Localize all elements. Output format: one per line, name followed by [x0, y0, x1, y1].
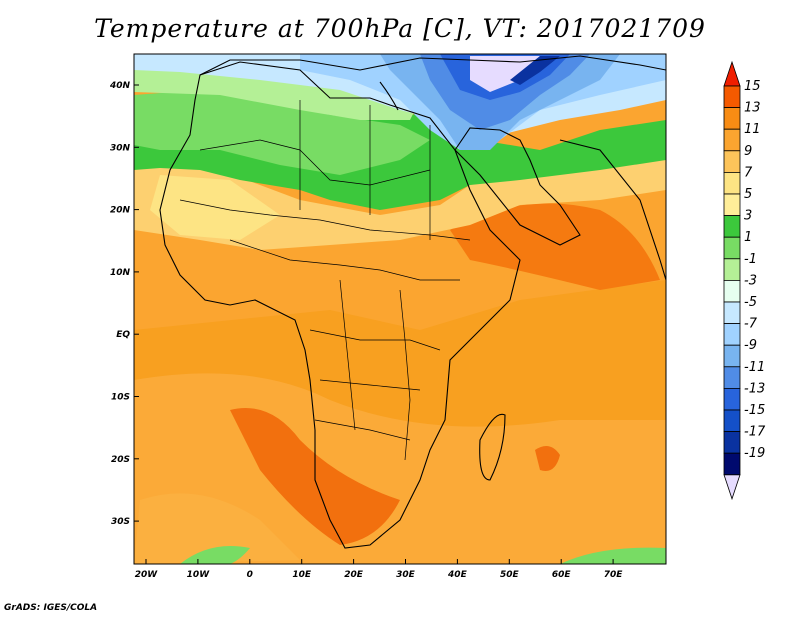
border-a — [199, 139, 431, 186]
field-coldest-patch — [470, 56, 540, 92]
field-south-atlantic — [134, 493, 300, 564]
grads-credit: GrADS: IGES/COLA — [4, 603, 98, 613]
colorbar-label: -1 — [744, 252, 757, 267]
colorbar-label: 13 — [744, 101, 761, 116]
field-madagascar-hot — [535, 446, 560, 471]
lon-label: 10E — [292, 570, 312, 580]
field-west-africa-pale — [150, 175, 280, 240]
border-e — [309, 329, 441, 441]
latitude-axis: 40N 30N 20N 10N EQ 10S 20S 30S — [109, 81, 139, 527]
lon-label: 70E — [604, 570, 624, 580]
field-arabia-warm — [450, 203, 660, 290]
colorbar-box — [723, 107, 741, 130]
colorbar-box — [723, 344, 741, 368]
colorbar-label: 7 — [744, 165, 753, 180]
colorbar-box — [723, 193, 741, 217]
lat-label: 10N — [110, 268, 131, 278]
colorbar-label: -9 — [744, 338, 757, 353]
colorbar-label: -19 — [744, 446, 765, 461]
country-borders — [179, 100, 471, 461]
colorbar-label: 15 — [744, 79, 761, 94]
lon-label: 20E — [344, 570, 364, 580]
greece-coast — [379, 81, 399, 111]
colorbar-box — [723, 279, 741, 303]
border-c — [229, 239, 460, 281]
india-coast — [559, 139, 666, 281]
colorbar-label: -17 — [744, 425, 766, 440]
field-coldest-edge — [510, 56, 560, 85]
colorbar-label: -5 — [744, 295, 757, 310]
colorbar-box — [723, 128, 741, 152]
chart-title: Temperature at 700hPa [C], VT: 201702170… — [94, 14, 706, 43]
coastlines — [159, 55, 666, 549]
plot-frame — [133, 53, 667, 565]
colorbar-box — [723, 258, 741, 281]
field-lightgreen-band — [134, 90, 430, 175]
lon-label: 0 — [247, 570, 253, 580]
lon-label: 30E — [396, 570, 416, 580]
colorbar-box — [723, 431, 741, 454]
madagascar-outline — [479, 413, 506, 481]
lat-label: 40N — [109, 81, 131, 91]
colorbar-label: -7 — [744, 317, 758, 332]
lat-label: 30N — [110, 143, 131, 153]
colorbar-label: 5 — [744, 187, 752, 202]
lon-label: 10W — [187, 570, 211, 580]
colorbar-label: 9 — [744, 144, 752, 159]
lon-label: 50E — [500, 570, 520, 580]
colorbar-box — [723, 387, 741, 411]
colorbar-label: -15 — [744, 403, 765, 418]
colorbar-top-arrow — [723, 60, 741, 87]
colorbar-box — [723, 171, 741, 195]
colorbar-box — [723, 409, 741, 433]
colorbar-box — [723, 236, 741, 260]
colorbar-box — [723, 215, 741, 238]
colorbar-label: 11 — [744, 122, 761, 137]
colorbar-box — [723, 150, 741, 173]
europe-asia-coast — [199, 55, 666, 76]
lat-label: 20S — [111, 455, 130, 465]
colorbar-label: -3 — [744, 273, 757, 288]
africa-outline — [159, 61, 521, 549]
lat-label: 10S — [111, 393, 130, 403]
colorbar-box — [723, 323, 741, 346]
lon-label: 20W — [135, 570, 159, 580]
field-palegreen-band — [134, 70, 420, 120]
colorbar-label: 1 — [744, 230, 752, 245]
colorbar: 15 13 11 9 7 5 3 1 -1 -3 -5 -7 -9 -11 -13 -15 -17 -19 — [723, 60, 766, 501]
field-southeast-green — [560, 547, 666, 564]
colorbar-box — [723, 85, 741, 109]
colorbar-label: 3 — [744, 209, 752, 224]
colorbar-label: -13 — [744, 381, 765, 396]
colorbar-box — [723, 301, 741, 325]
lat-label: EQ — [116, 330, 130, 340]
border-d — [299, 100, 431, 240]
lon-label: 40E — [447, 570, 468, 580]
lat-label: 20N — [110, 206, 131, 216]
colorbar-bottom-arrow — [723, 474, 741, 501]
longitude-axis: 20W 10W 0 10E 20E 30E 40E 50E 60E 70E — [135, 559, 624, 580]
border-f — [339, 279, 411, 461]
lon-label: 60E — [552, 570, 572, 580]
lat-label: 30S — [111, 517, 130, 527]
colorbar-label: -11 — [744, 360, 765, 375]
colorbar-box — [723, 452, 741, 476]
colorbar-box — [723, 366, 741, 389]
temperature-field — [134, 54, 666, 564]
arabia-outline — [454, 127, 581, 246]
